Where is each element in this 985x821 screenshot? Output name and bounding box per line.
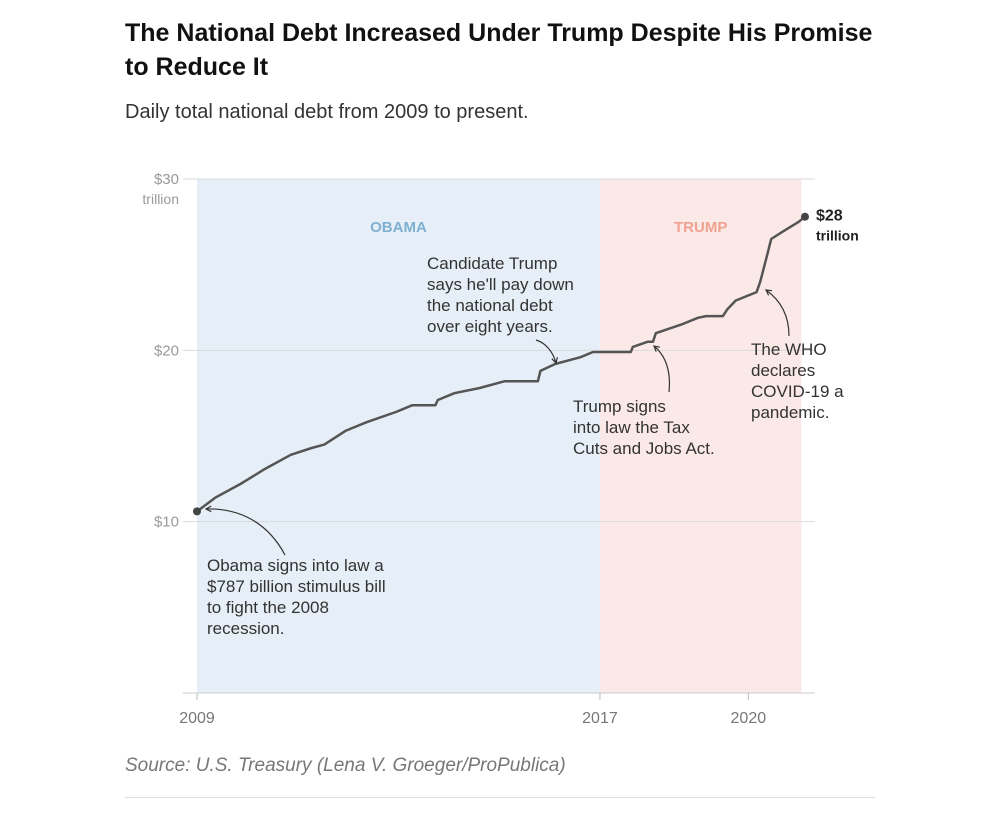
debt-series-line [196, 215, 806, 513]
end-point-marker [801, 212, 809, 221]
annotation-text-line: Cuts and Jobs Act. [573, 439, 715, 458]
annotation-text-line: Trump signs [573, 397, 666, 416]
x-tick-label: 2009 [179, 710, 215, 727]
annotation-leader [765, 289, 790, 337]
x-tick-label: 2020 [731, 710, 767, 727]
annotation-3: Trump signs into law the Tax Cuts and Jobs… [573, 345, 715, 458]
annotation-text-line: Candidate Trump [427, 254, 557, 273]
annotation-text-line: The WHO [751, 340, 827, 359]
annotation-text-line: recession. [207, 619, 284, 638]
y-tick-label: $20 [154, 342, 179, 359]
annotation-text-line: $787 billion stimulus bill [207, 577, 386, 596]
annotation-1: Obama signs into law a $787 billion stimu… [204, 505, 386, 638]
annotation-text-line: Obama signs into law a [207, 556, 384, 575]
region-trump [599, 179, 802, 693]
chart-subtitle: Daily total national debt from 2009 to p… [125, 101, 529, 123]
annotation-text-line: COVID-19 a [751, 382, 844, 401]
y-unit-label: trillion [142, 191, 179, 207]
annotation-arrowhead [764, 289, 773, 296]
annotation-leader [653, 345, 671, 393]
region-label-trump: TRUMP [674, 219, 727, 236]
annotation-4: The WHO declares COVID-19 a pandemic. [751, 289, 844, 422]
annotation-text-line: says he'll pay down [427, 275, 574, 294]
annotation-text-line: to fight the 2008 [207, 598, 329, 617]
debt-line-chart: OBAMA TRUMP $30 $20 $10 trillion 2009 2017 2020… [142, 171, 859, 727]
annotation-leader [205, 508, 286, 556]
annotation-text-line: the national debt [427, 296, 553, 315]
y-tick-label: $30 [154, 171, 179, 188]
annotation-text-line: into law the Tax [573, 418, 690, 437]
annotation-text-line: declares [751, 361, 815, 380]
y-tick-label: $10 [154, 514, 179, 531]
annotation-arrowhead [653, 345, 661, 352]
annotation-2: Candidate Trump says he'll pay down the na… [427, 254, 574, 365]
annotation-text-line: over eight years. [427, 317, 553, 336]
annotation-arrowhead [551, 357, 558, 365]
annotation-text-line: pandemic. [751, 403, 829, 422]
annotation-leader [535, 339, 557, 364]
x-tick-label: 2017 [582, 710, 618, 727]
region-obama [197, 179, 600, 693]
start-point-marker [193, 507, 201, 516]
chart-title: The National Debt Increased Under Trump … [125, 19, 873, 81]
end-value-label: $28 [816, 208, 843, 225]
region-label-obama: OBAMA [370, 219, 427, 236]
end-unit-label: trillion [816, 228, 859, 244]
annotation-arrowhead [204, 505, 212, 513]
bottom-divider [125, 797, 875, 798]
source-note: Source: U.S. Treasury (Lena V. Groeger/P… [125, 755, 566, 776]
